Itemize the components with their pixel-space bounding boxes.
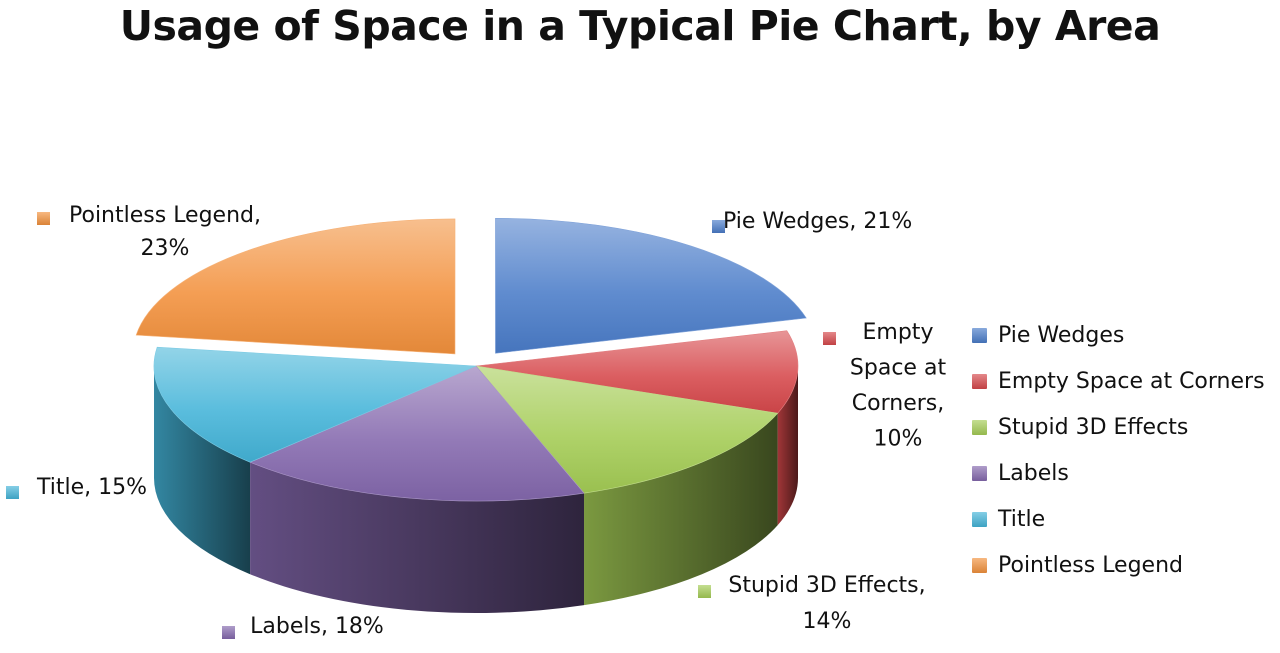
legend-item-pointless-legend: Pointless Legend [972,542,1265,588]
data-label-text: Corners, [852,391,944,416]
data-label-text: Stupid 3D Effects, [728,573,925,598]
legend-item-pie-wedges: Pie Wedges [972,312,1265,358]
data-label-labels: Labels, 18% [222,614,384,639]
slice-stupid-3d-effects [475,365,779,494]
data-label-text: 10% [874,427,923,452]
data-label-title: Title, 15% [6,475,147,500]
data-label-pointless-legend: Pointless Legend, 23% [37,203,261,261]
slice-pointless-legend [135,218,456,355]
data-label-text: Pie Wedges, 21% [723,209,912,234]
chart-title: Usage of Space in a Typical Pie Chart, b… [119,2,1161,50]
legend: Pie Wedges Empty Space at Corners Stupid 3… [972,312,1265,588]
data-label-pie-wedges: Pie Wedges, 21% [712,209,912,234]
data-label-text: Space at [850,356,947,381]
data-label-stupid-3d-effects: Stupid 3D Effects, 14% [698,573,926,634]
data-labels: Pie Wedges, 21% Empty Space at Corners, 10% S… [6,203,946,639]
data-label-text: Empty [863,320,934,345]
legend-item-empty-space-at-corners: Empty Space at Corners [972,358,1265,404]
empty-space-at-corners-side-wall [777,366,799,526]
data-label-marker [37,212,50,225]
legend-swatch [972,327,987,343]
legend-swatch [972,465,987,481]
legend-label: Pointless Legend [998,552,1184,578]
title-side-wall [154,366,251,575]
slice-empty-space-at-corners [475,330,799,414]
data-label-marker [6,486,19,499]
data-label-text: Pointless Legend, [69,203,261,228]
legend-label: Pie Wedges [998,322,1125,348]
data-label-text: 23% [141,236,190,261]
data-label-marker [698,585,711,598]
legend-label: Stupid 3D Effects [998,414,1189,440]
legend-swatch [972,373,987,389]
data-label-marker [222,626,235,639]
slice-pie-wedges [495,217,807,354]
stupid-3d-effects-side-wall [584,413,778,606]
legend-item-stupid-3d-effects: Stupid 3D Effects [972,404,1265,450]
data-label-text: Title, 15% [36,475,147,500]
data-label-marker [823,332,836,345]
labels-side-wall [250,462,585,613]
slice-labels [249,365,585,502]
legend-label: Labels [998,460,1069,486]
legend-label: Title [998,506,1046,532]
slice-title [153,346,477,463]
data-label-text: Labels, 18% [250,614,384,639]
legend-swatch [972,419,987,435]
data-label-empty-space-at-corners: Empty Space at Corners, 10% [823,320,946,452]
legend-item-title: Title [972,496,1265,542]
data-label-text: 14% [803,609,852,634]
legend-swatch [972,511,987,527]
pie-group [135,217,807,613]
legend-item-labels: Labels [972,450,1265,496]
data-label-marker [712,220,725,233]
legend-label: Empty Space at Corners [998,368,1265,394]
legend-swatch [972,557,987,573]
